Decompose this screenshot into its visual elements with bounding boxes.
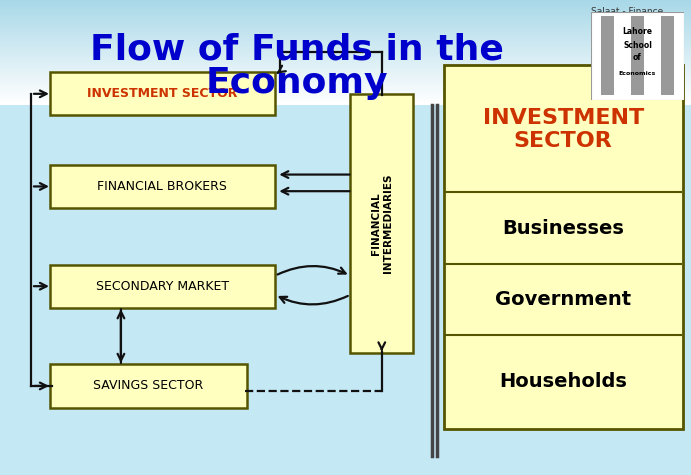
Text: INVESTMENT
SECTOR: INVESTMENT SECTOR	[482, 108, 644, 151]
Text: School: School	[623, 41, 652, 50]
Text: Businesses: Businesses	[502, 218, 624, 238]
Text: Flow of Funds in the: Flow of Funds in the	[91, 33, 504, 67]
Text: INVESTMENT SECTOR: INVESTMENT SECTOR	[87, 87, 238, 100]
Bar	[631, 16, 644, 95]
Bar	[661, 16, 674, 95]
FancyBboxPatch shape	[444, 65, 683, 429]
Text: of: of	[633, 53, 642, 62]
Text: FINANCIAL BROKERS: FINANCIAL BROKERS	[97, 180, 227, 193]
Bar	[0, 104, 691, 475]
FancyBboxPatch shape	[50, 72, 275, 115]
Text: Economics: Economics	[619, 71, 656, 76]
Text: Economy: Economy	[206, 66, 388, 100]
Text: Salaat - Finance: Salaat - Finance	[591, 7, 663, 16]
Text: SECONDARY MARKET: SECONDARY MARKET	[96, 280, 229, 293]
FancyBboxPatch shape	[350, 94, 413, 353]
FancyBboxPatch shape	[50, 265, 275, 308]
FancyBboxPatch shape	[50, 165, 275, 208]
Text: FINANCIAL
INTERMEDIARIES: FINANCIAL INTERMEDIARIES	[371, 173, 392, 273]
Text: Government: Government	[495, 290, 631, 309]
Text: Households: Households	[499, 371, 627, 390]
Text: SAVINGS SECTOR: SAVINGS SECTOR	[93, 380, 204, 392]
Bar	[601, 16, 614, 95]
FancyBboxPatch shape	[50, 364, 247, 408]
Text: Lahore: Lahore	[623, 27, 652, 36]
